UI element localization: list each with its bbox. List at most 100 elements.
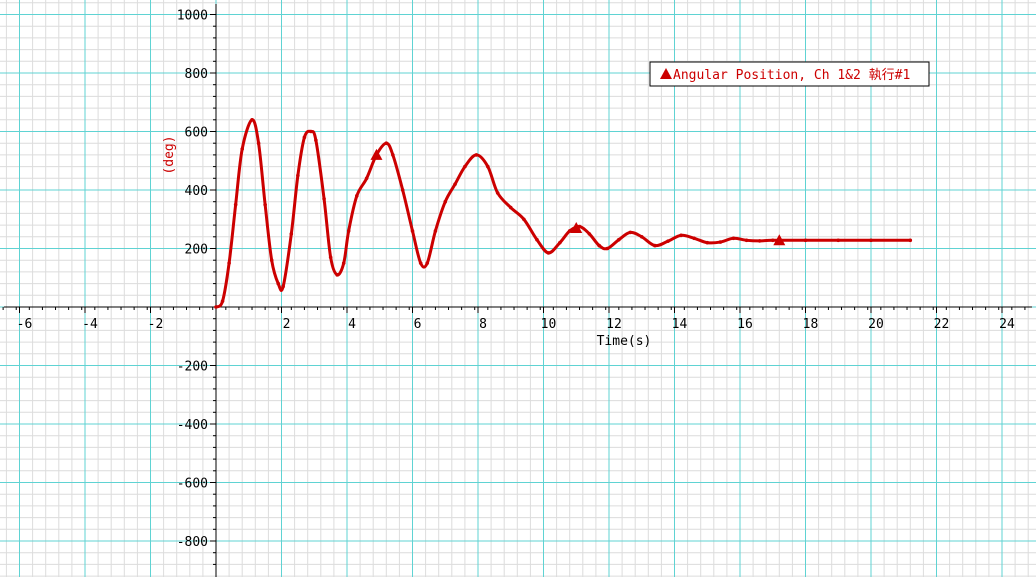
series-point [653,243,657,248]
series-point [322,196,326,201]
x-tick-label: 10 [541,317,557,332]
x-tick-label: 2 [283,317,291,332]
x-tick-label: -4 [82,317,98,332]
x-tick-label: -2 [148,317,164,332]
axes [4,4,1032,577]
x-tick-label: 24 [999,317,1015,332]
series-point [679,233,683,238]
series-point [309,129,313,134]
series-point [453,182,457,186]
series-point [281,284,285,289]
series-point [463,164,467,169]
series-point [744,238,749,243]
x-tick-label: 6 [414,317,422,332]
series-point [240,147,244,151]
series-point [276,281,281,286]
series-point [418,261,423,265]
series-marker-triangle [773,234,786,246]
series-point [522,217,526,222]
series-group [214,118,913,309]
series-point [328,255,333,260]
x-tick-label: 8 [479,317,487,332]
x-tick-label: 12 [606,317,622,332]
legend-box [649,61,930,87]
series-point [908,238,913,243]
y-tick-label: 800 [185,67,208,82]
x-tick-label: 20 [868,317,884,332]
series-point [346,229,351,233]
series-point [227,261,231,265]
series-point [269,258,274,263]
series-point [617,237,621,242]
series-point [731,236,736,241]
series-point [508,205,513,210]
x-tick-label: 4 [348,317,356,332]
series-point [214,305,218,309]
series-point [384,141,389,145]
series-point [425,261,430,265]
series-point [587,232,592,236]
series-point [757,239,762,243]
series-marker-triangle [570,222,583,234]
series-point [335,273,339,277]
series-point [597,243,601,248]
series-point [705,240,710,245]
series-point [558,240,562,245]
x-tick-labels: -6 -4 -2 2 4 6 8 10 12 14 16 18 20 22 24 [2,307,1026,332]
series-point [355,194,359,198]
legend-triangle-icon [660,68,672,79]
legend: Angular Position, Ch 1&2 執行#1 [649,61,930,87]
legend-entry-label: Angular Position, Ch 1&2 執行#1 [673,67,910,83]
series-point [535,237,539,242]
series-point [666,239,670,243]
series-point [220,299,225,303]
series-point [233,202,238,207]
series-point [770,238,775,243]
series-marker-triangle [370,148,383,160]
series-point [433,229,438,233]
series-point [391,153,395,157]
series-point [289,232,294,236]
series-point [364,176,369,181]
series-point [605,246,610,251]
series-point [410,229,415,233]
y-tick-label: -600 [177,477,208,492]
series-point [495,191,500,195]
y-tick-label: 200 [185,243,208,258]
series-point [302,135,307,140]
series-point [341,261,346,265]
x-tick-label: -6 [17,317,33,332]
y-tick-labels: 1000 800 600 400 200 -200 -400 -600 -800 [177,9,216,565]
series-point [718,240,723,244]
series-point [296,173,300,178]
y-tick-label: 1000 [177,9,208,24]
series-point [400,188,405,192]
x-tick-label: 18 [803,317,819,332]
series-point [256,141,261,145]
x-tick-label: 22 [934,317,950,332]
y-axis-label: (deg) [162,135,177,174]
y-tick-label: -200 [177,360,208,375]
series-point [639,235,644,239]
series-line-0 [214,118,912,309]
y-tick-label: -400 [177,418,208,433]
x-tick-label: 14 [672,317,688,332]
series-point [803,238,808,243]
series-point [567,229,572,233]
series-point [628,230,633,235]
series-point [836,238,841,243]
series-point [546,251,551,255]
series-point [474,153,479,157]
series-point [692,236,696,241]
series-point [263,202,267,207]
series-point [486,164,490,169]
x-tick-label: 16 [737,317,753,332]
series-point [314,138,318,143]
series-point [250,118,254,122]
series-point [869,238,873,243]
y-tick-label: 600 [185,126,208,141]
y-tick-label: 400 [185,184,208,199]
